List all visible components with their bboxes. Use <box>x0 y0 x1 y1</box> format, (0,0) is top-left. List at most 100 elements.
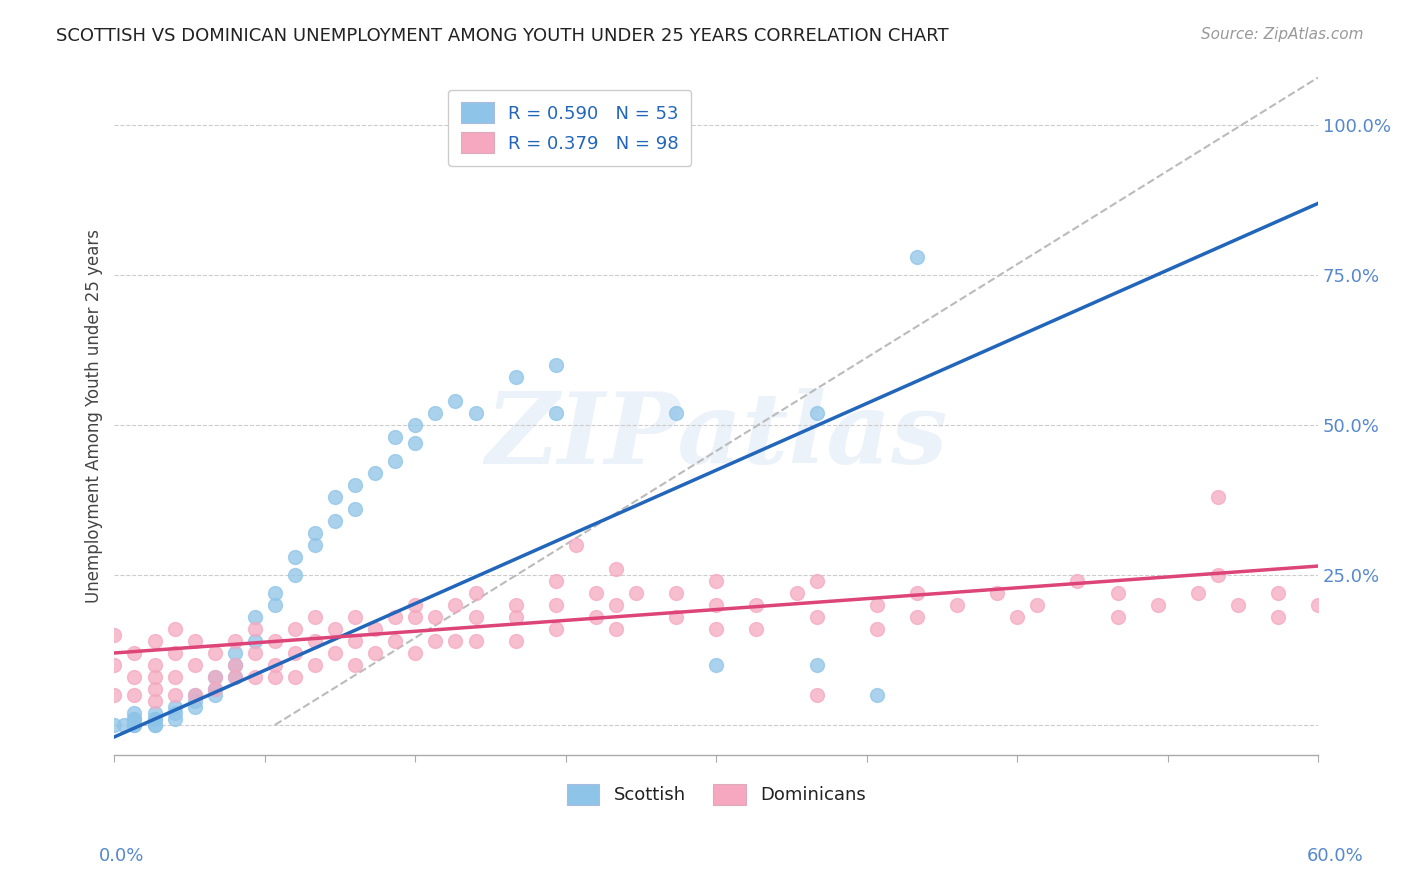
Point <box>143 681 166 696</box>
Point <box>1206 490 1229 504</box>
Point <box>143 634 166 648</box>
Point <box>124 718 146 732</box>
Point <box>384 430 406 444</box>
Point <box>505 598 527 612</box>
Point <box>1187 586 1209 600</box>
Point <box>384 454 406 468</box>
Point <box>505 634 527 648</box>
Point <box>243 622 266 636</box>
Point <box>224 634 246 648</box>
Point <box>143 706 166 720</box>
Point <box>183 688 205 702</box>
Point <box>183 634 205 648</box>
Point <box>143 694 166 708</box>
Point <box>163 712 186 726</box>
Point <box>224 657 246 672</box>
Point <box>183 657 205 672</box>
Point <box>624 586 647 600</box>
Point <box>444 634 467 648</box>
Point <box>284 646 307 660</box>
Point <box>143 718 166 732</box>
Point <box>866 622 889 636</box>
Text: Source: ZipAtlas.com: Source: ZipAtlas.com <box>1201 27 1364 42</box>
Point <box>124 688 146 702</box>
Point <box>224 657 246 672</box>
Point <box>103 628 125 642</box>
Point <box>204 646 226 660</box>
Text: 60.0%: 60.0% <box>1308 847 1364 865</box>
Point <box>364 622 387 636</box>
Point <box>404 598 426 612</box>
Point <box>1066 574 1088 588</box>
Point <box>323 490 346 504</box>
Point <box>704 657 727 672</box>
Point <box>1267 610 1289 624</box>
Point <box>143 712 166 726</box>
Point <box>143 718 166 732</box>
Point <box>1267 586 1289 600</box>
Point <box>866 598 889 612</box>
Point <box>344 502 367 516</box>
Point <box>425 634 447 648</box>
Point <box>505 610 527 624</box>
Point <box>204 670 226 684</box>
Point <box>1005 610 1028 624</box>
Point <box>544 406 567 420</box>
Point <box>124 706 146 720</box>
Y-axis label: Unemployment Among Youth under 25 years: Unemployment Among Youth under 25 years <box>86 229 103 603</box>
Point <box>264 634 287 648</box>
Point <box>544 358 567 372</box>
Point <box>124 646 146 660</box>
Point <box>585 586 607 600</box>
Point <box>404 610 426 624</box>
Point <box>243 610 266 624</box>
Point <box>866 688 889 702</box>
Point <box>464 586 486 600</box>
Point <box>404 418 426 433</box>
Point <box>284 550 307 565</box>
Text: 0.0%: 0.0% <box>98 847 143 865</box>
Point <box>243 634 266 648</box>
Point <box>565 538 588 552</box>
Point <box>163 688 186 702</box>
Point <box>264 657 287 672</box>
Point <box>183 694 205 708</box>
Point <box>264 670 287 684</box>
Point <box>364 466 387 480</box>
Point <box>163 700 186 714</box>
Point <box>806 657 828 672</box>
Point <box>905 610 928 624</box>
Point <box>284 568 307 582</box>
Point <box>224 670 246 684</box>
Point <box>243 646 266 660</box>
Point <box>585 610 607 624</box>
Point <box>364 646 387 660</box>
Point <box>665 610 688 624</box>
Point <box>464 406 486 420</box>
Point <box>103 657 125 672</box>
Point <box>163 670 186 684</box>
Point <box>143 657 166 672</box>
Point <box>806 688 828 702</box>
Point <box>264 598 287 612</box>
Point <box>986 586 1008 600</box>
Point <box>344 657 367 672</box>
Point <box>905 586 928 600</box>
Point <box>384 610 406 624</box>
Point <box>143 670 166 684</box>
Point <box>304 610 326 624</box>
Point <box>204 670 226 684</box>
Point <box>384 634 406 648</box>
Point <box>505 370 527 384</box>
Point <box>304 657 326 672</box>
Point <box>1026 598 1049 612</box>
Point <box>323 514 346 528</box>
Point <box>605 598 627 612</box>
Point <box>163 646 186 660</box>
Point <box>444 598 467 612</box>
Point <box>905 250 928 264</box>
Point <box>124 718 146 732</box>
Point <box>1226 598 1249 612</box>
Point <box>103 718 125 732</box>
Point <box>704 598 727 612</box>
